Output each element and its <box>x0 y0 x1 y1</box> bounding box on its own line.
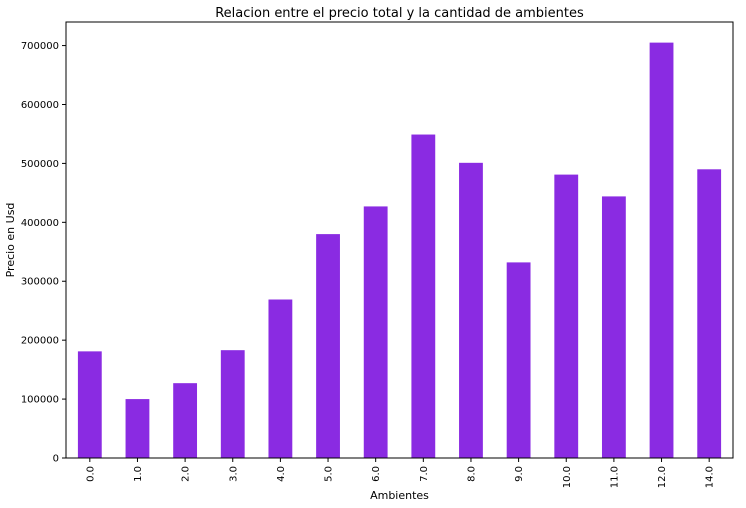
bar-3.0 <box>220 350 245 458</box>
x-tick-label: 9.0 <box>514 466 525 482</box>
x-tick-label: 7.0 <box>419 466 430 482</box>
y-tick-label: 0 <box>53 454 59 465</box>
bar-0.0 <box>77 351 102 458</box>
y-tick-label: 700000 <box>21 41 59 52</box>
x-tick-label: 11.0 <box>609 466 620 488</box>
x-tick-label: 0.0 <box>85 466 96 482</box>
y-tick-label: 200000 <box>21 336 59 347</box>
bars-group <box>77 42 722 459</box>
x-tick-label: 4.0 <box>276 466 287 482</box>
y-tick-label: 400000 <box>21 218 59 229</box>
x-tick-label: 2.0 <box>181 466 192 482</box>
x-tick-label: 6.0 <box>371 466 382 482</box>
bar-5.0 <box>316 234 340 458</box>
chart-title: Relacion entre el precio total y la cant… <box>215 6 584 21</box>
bar-12.0 <box>649 42 674 459</box>
bar-8.0 <box>459 162 483 458</box>
bar-10.0 <box>554 174 579 458</box>
x-tick-label: 3.0 <box>228 466 239 482</box>
x-tick-label: 14.0 <box>705 466 716 488</box>
bar-2.0 <box>173 383 198 458</box>
x-axis: 0.0 1.0 2.0 3.0 4.0 5.0 6.0 7.0 8.0 9.0 10.0 11.0 12… <box>85 458 716 488</box>
x-tick-label: 1.0 <box>133 466 144 482</box>
x-tick-label: 8.0 <box>466 466 477 482</box>
plot-frame <box>65 21 734 459</box>
bar-4.0 <box>268 299 293 458</box>
bar-7.0 <box>411 134 436 459</box>
y-axis: 0 100000 200000 300000 400000 500000 600000 700… <box>21 41 66 465</box>
bar-9.0 <box>506 262 531 458</box>
y-tick-label: 300000 <box>21 277 59 288</box>
bar-14.0 <box>697 169 722 459</box>
bar-11.0 <box>601 196 626 458</box>
bar-6.0 <box>363 206 388 458</box>
y-tick-label: 500000 <box>21 159 59 170</box>
x-axis-label: Ambientes <box>370 489 429 502</box>
x-tick-label: 12.0 <box>657 466 668 488</box>
y-tick-label: 100000 <box>21 395 59 406</box>
x-tick-label: 5.0 <box>324 466 335 482</box>
y-axis-label: Precio en Usd <box>4 203 17 278</box>
y-tick-label: 600000 <box>21 100 59 111</box>
bar-1.0 <box>125 399 150 458</box>
x-tick-label: 10.0 <box>562 466 573 488</box>
